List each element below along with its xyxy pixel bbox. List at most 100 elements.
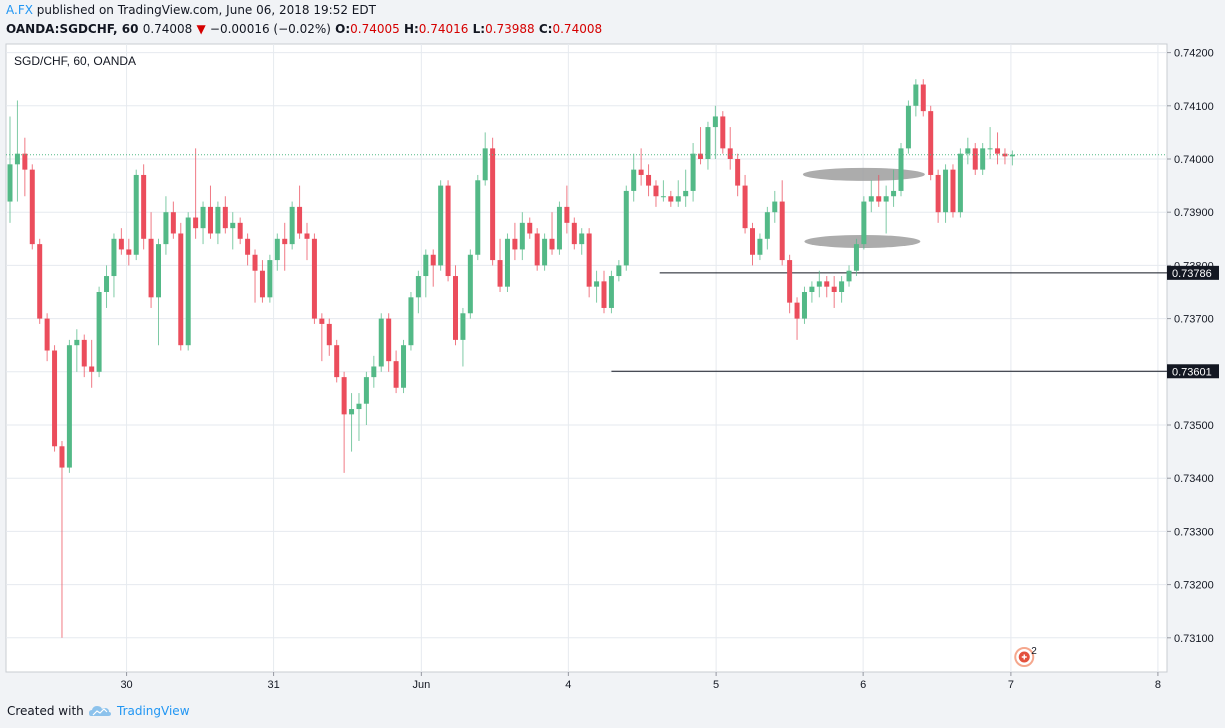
candle	[965, 137, 971, 165]
candle-body	[74, 339, 80, 346]
candle	[497, 238, 503, 292]
candle-body	[772, 201, 778, 213]
candle-body	[118, 238, 124, 250]
high-value: 0.74016	[418, 22, 469, 36]
candle-body	[1002, 153, 1008, 157]
tradingview-link[interactable]: TradingView	[117, 704, 190, 718]
candle	[660, 180, 666, 202]
x-tick-label: Jun	[412, 679, 430, 691]
created-with-text: Created with	[7, 704, 84, 718]
candle	[698, 127, 704, 165]
candle	[913, 79, 919, 117]
candle	[326, 318, 332, 356]
candle	[148, 212, 154, 308]
grid	[6, 44, 1167, 672]
candle-body	[453, 276, 458, 340]
open-label: O:	[335, 22, 351, 36]
candle-body	[720, 116, 726, 149]
x-tick-label: 6	[860, 679, 866, 691]
event-count: 2	[1031, 646, 1037, 657]
candle-body	[319, 318, 325, 324]
candle	[943, 164, 949, 223]
y-tick-label: 0.74200	[1174, 48, 1214, 60]
price-chart[interactable]: SGD/CHF, 60, OANDA 0.74200 0.74100 0.74000…	[0, 0, 1225, 700]
candle-body	[727, 148, 733, 159]
candle	[876, 174, 882, 207]
candle-body	[742, 185, 748, 229]
candle-body	[237, 222, 243, 239]
candle-body	[809, 286, 815, 292]
candle-body	[616, 265, 622, 277]
candle-body	[200, 206, 206, 229]
candle-body	[282, 238, 288, 245]
candle	[230, 212, 236, 250]
candle	[935, 169, 941, 223]
candle-body	[245, 238, 251, 255]
x-tick-label: 30	[120, 679, 132, 691]
candle-body	[660, 196, 666, 198]
annotations	[802, 167, 925, 248]
candle	[133, 169, 139, 261]
candle-body	[393, 361, 399, 388]
candle-body	[965, 148, 971, 154]
candle-body	[363, 377, 369, 404]
author-link[interactable]: A.FX	[6, 3, 33, 17]
candle-body	[750, 228, 755, 255]
candle	[653, 180, 659, 207]
candle	[512, 222, 518, 261]
candle	[564, 185, 570, 234]
candle	[675, 180, 681, 207]
candle	[274, 233, 280, 271]
candle-body	[438, 185, 444, 266]
candle	[868, 180, 874, 213]
candle-body	[683, 190, 689, 197]
event-marker[interactable]: 2	[1014, 646, 1037, 667]
y-tick-label: 0.74100	[1174, 101, 1214, 113]
candle-body	[467, 254, 473, 314]
candle-body	[883, 196, 889, 202]
candle-body	[913, 84, 919, 106]
candle	[809, 281, 815, 303]
price-axis[interactable]: 0.742000.741000.740000.739000.738000.737…	[1167, 48, 1219, 645]
candle	[527, 217, 533, 239]
candle	[363, 371, 369, 425]
candle	[556, 201, 562, 255]
plot-area[interactable]	[5, 43, 1168, 673]
candle-body	[995, 148, 1001, 154]
candle	[245, 233, 251, 266]
candle	[794, 297, 800, 340]
event-glyph	[1021, 654, 1027, 660]
chart-title: SGD/CHF, 60, OANDA	[14, 54, 136, 68]
candle-body	[757, 238, 763, 255]
candle	[267, 254, 273, 303]
candle-body	[853, 244, 859, 271]
time-axis[interactable]: 30 31 Jun 4 5 6 7 8	[120, 672, 1161, 691]
candle	[787, 254, 793, 314]
candle-body	[646, 174, 652, 186]
annotation-ellipse[interactable]	[802, 167, 925, 181]
candle	[586, 228, 592, 298]
candle	[29, 164, 35, 250]
candle	[237, 217, 243, 245]
candle-body	[304, 233, 310, 239]
candle-body	[831, 286, 837, 292]
candle	[349, 393, 355, 452]
candle	[690, 143, 696, 202]
candle-body	[519, 222, 525, 250]
candle-body	[816, 281, 822, 287]
candle-body	[631, 169, 637, 191]
candle-body	[787, 260, 793, 303]
candle-body	[475, 180, 481, 255]
candle-body	[497, 260, 503, 287]
candle	[207, 185, 213, 239]
candle	[222, 196, 228, 234]
candle	[1002, 148, 1008, 165]
y-tick-label: 0.73500	[1174, 420, 1214, 432]
candle-body	[512, 238, 518, 250]
candle-body	[59, 446, 65, 468]
y-tick-label: 0.74000	[1174, 154, 1214, 166]
candle-body	[504, 238, 510, 287]
candle	[891, 169, 897, 207]
candle-body	[430, 254, 436, 266]
candle	[727, 127, 733, 170]
